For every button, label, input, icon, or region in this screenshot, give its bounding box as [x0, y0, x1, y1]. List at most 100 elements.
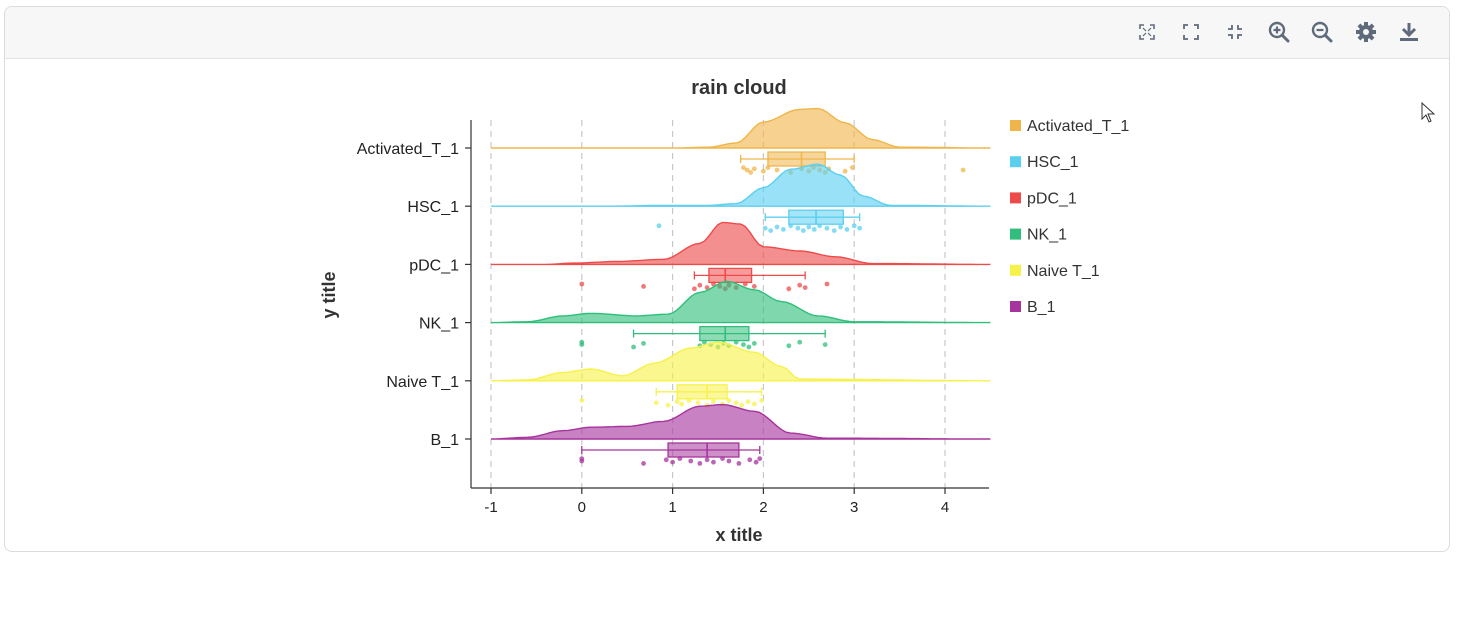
y-tick-label: pDC_1 — [409, 257, 459, 274]
data-point — [711, 459, 716, 465]
legend-label: Naive T_1 — [1027, 263, 1100, 280]
y-axis-title: y title — [319, 271, 339, 318]
data-point — [762, 225, 768, 231]
legend-label: B_1 — [1027, 299, 1056, 316]
data-point — [800, 228, 806, 234]
data-point — [674, 399, 680, 404]
data-point — [802, 285, 808, 290]
x-tick-label: -1 — [484, 499, 497, 516]
data-point — [744, 167, 750, 173]
data-point — [780, 227, 786, 232]
legend-swatch — [1010, 192, 1021, 204]
data-point — [811, 227, 817, 232]
data-point — [695, 400, 701, 406]
data-point — [711, 399, 716, 404]
data-point — [697, 282, 703, 288]
y-tick-label: B_1 — [431, 432, 460, 449]
data-point — [653, 400, 659, 406]
data-point — [697, 461, 703, 466]
data-point — [857, 225, 863, 231]
data-point — [748, 170, 754, 175]
data-point — [736, 461, 742, 466]
data-point — [806, 224, 812, 230]
data-point — [670, 459, 675, 465]
data-point — [579, 458, 585, 464]
data-point — [746, 344, 752, 350]
data-point — [641, 284, 646, 289]
data-point — [797, 282, 803, 288]
data-point — [844, 227, 850, 232]
fit-screen-icon[interactable] — [1134, 19, 1160, 45]
zoom-out-icon[interactable] — [1309, 19, 1335, 45]
data-point — [665, 402, 671, 408]
chart-title: rain cloud — [691, 77, 787, 99]
data-point — [795, 225, 801, 231]
data-point — [741, 342, 746, 347]
data-point — [641, 341, 646, 346]
data-point — [733, 339, 739, 345]
data-point — [704, 457, 710, 463]
data-point — [739, 402, 745, 408]
x-tick-label: 2 — [759, 499, 767, 516]
data-point — [842, 168, 848, 174]
data-point — [753, 459, 759, 465]
data-point — [656, 223, 662, 229]
exit-fullscreen-icon[interactable] — [1222, 19, 1248, 45]
x-axis-title: x title — [715, 525, 762, 545]
data-point — [711, 281, 716, 287]
density-cloud — [491, 221, 991, 266]
data-point — [688, 458, 694, 464]
zoom-in-icon[interactable] — [1266, 19, 1292, 45]
density-cloud — [491, 280, 991, 324]
data-point — [741, 165, 746, 171]
data-point — [960, 167, 966, 173]
data-point — [579, 398, 585, 403]
chart-toolbar — [5, 7, 1449, 59]
data-point — [751, 166, 757, 172]
data-point — [751, 341, 757, 346]
x-tick-label: 0 — [578, 499, 586, 516]
density-cloud — [491, 107, 991, 149]
y-tick-label: HSC_1 — [407, 199, 459, 216]
box-iqr — [676, 384, 728, 400]
data-point — [579, 342, 585, 347]
data-point — [817, 223, 823, 229]
y-tick-label: NK_1 — [419, 316, 459, 333]
data-point — [641, 461, 646, 466]
density-cloud — [490, 403, 991, 440]
data-point — [757, 456, 763, 461]
fullscreen-icon[interactable] — [1178, 19, 1204, 45]
settings-icon[interactable] — [1353, 19, 1379, 45]
data-point — [797, 339, 803, 345]
download-icon[interactable] — [1396, 19, 1422, 45]
density-cloud — [491, 163, 991, 207]
data-point — [631, 344, 636, 350]
data-point — [747, 457, 753, 463]
data-point — [745, 399, 751, 404]
data-point — [691, 286, 697, 292]
data-point — [849, 165, 855, 171]
y-tick-label: Naive T_1 — [386, 374, 459, 391]
box-iqr — [708, 267, 753, 284]
legend-label: Activated_T_1 — [1027, 118, 1129, 135]
data-point — [701, 339, 707, 345]
data-point — [768, 228, 774, 234]
box-iqr — [667, 442, 740, 458]
data-point — [851, 223, 857, 229]
data-point — [788, 223, 794, 229]
data-point — [733, 400, 739, 406]
data-point — [726, 398, 732, 403]
legend: Activated_T_1 HSC_1 pDC_1 NK_1 Naive T_1 B_1 — [1010, 118, 1129, 316]
data-point — [838, 224, 843, 230]
data-point — [786, 343, 792, 349]
data-point — [751, 401, 757, 407]
data-point — [720, 456, 725, 461]
legend-label: HSC_1 — [1027, 154, 1079, 171]
plot-area: -1 0 1 2 3 4 Activated_T_1 HSC_1 pDC_1 NK_1 Naive … — [357, 107, 991, 516]
data-point — [742, 281, 748, 287]
legend-swatch — [1010, 301, 1021, 312]
legend-swatch — [1010, 228, 1021, 240]
density-cloud — [491, 341, 991, 382]
data-point — [822, 342, 828, 347]
